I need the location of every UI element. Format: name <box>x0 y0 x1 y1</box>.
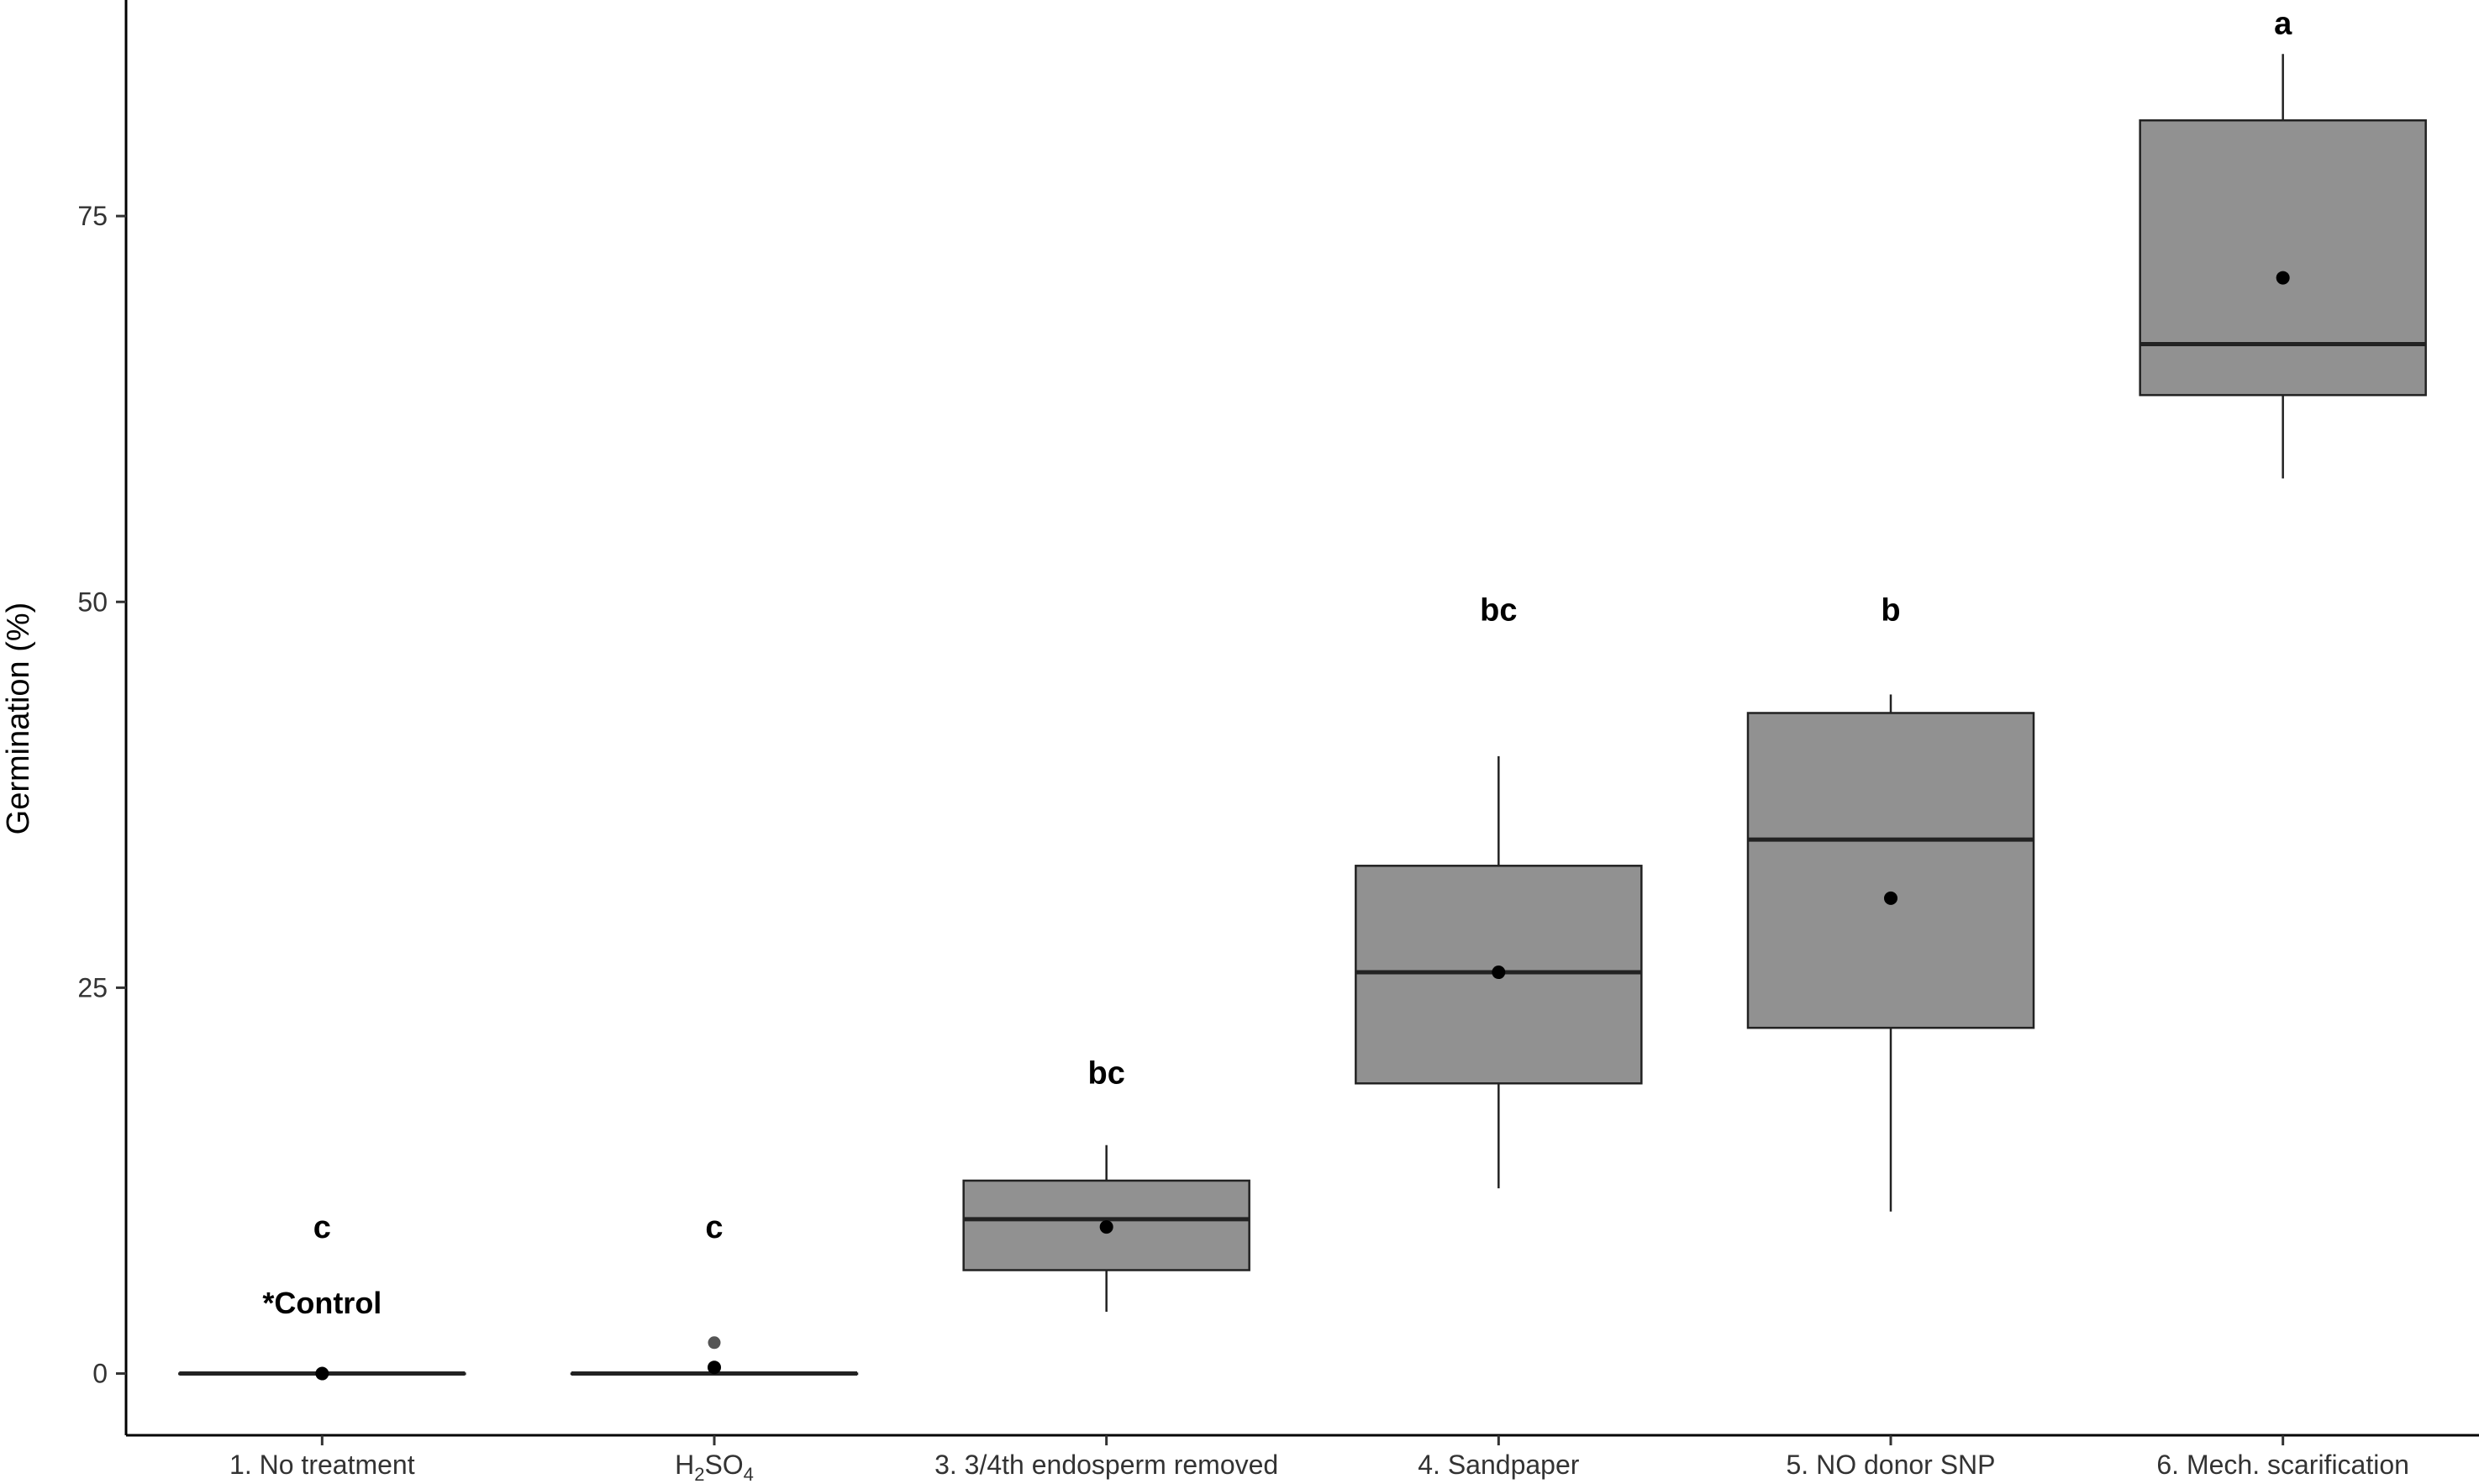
x-tick-label-3: 3. 3/4th endosperm removed <box>934 1450 1278 1480</box>
control-note: *Control <box>262 1286 382 1320</box>
significance-letter: bc <box>1087 1055 1124 1091</box>
h2so4-label-sub2: 4 <box>744 1464 754 1484</box>
significance-letter: bc <box>1480 592 1517 628</box>
h2so4-label-sub1: 2 <box>694 1464 704 1484</box>
iqr-box <box>2139 119 2427 397</box>
x-tick-label-5: 5. NO donor SNP <box>1787 1450 1996 1480</box>
significance-letter: b <box>1881 592 1900 628</box>
mean-point <box>1492 966 1506 980</box>
y-tick-label-0: 0 <box>92 1359 108 1389</box>
box-group-3: bc <box>962 1055 1250 1313</box>
x-tick-label-2: H2SO4 <box>675 1450 754 1484</box>
significance-letter: c <box>705 1210 723 1245</box>
mean-point <box>708 1360 721 1375</box>
x-tick-label-1: 1. No treatment <box>229 1450 415 1480</box>
mean-point <box>1884 891 1897 905</box>
significance-letter: c <box>313 1210 331 1245</box>
outlier-point-0 <box>708 1336 721 1350</box>
axes: 0 25 50 75 1. No treatment H2SO4 3. 3/4th endo… <box>77 0 2479 1484</box>
y-tick-label-25: 25 <box>77 972 108 1002</box>
box-group-2: c <box>570 1210 859 1376</box>
h2so4-label-pre: H <box>675 1450 694 1480</box>
mean-point <box>315 1366 329 1381</box>
mean-point <box>1099 1220 1113 1234</box>
x-tick-label-6: 6. Mech. scarification <box>2156 1450 2409 1480</box>
y-axis-title: Germination (%) <box>1 603 36 835</box>
iqr-box <box>1746 712 2035 1029</box>
significance-letter: a <box>2274 7 2292 42</box>
x-tick-label-4: 4. Sandpaper <box>1418 1450 1580 1480</box>
y-tick-label-75: 75 <box>77 201 108 231</box>
plot-area: c *Control c bc bc b a <box>178 7 2427 1381</box>
box-group-5: b <box>1746 592 2035 1212</box>
h2so4-label-mid: SO <box>704 1450 743 1480</box>
mean-point <box>2276 271 2290 285</box>
box-group-4: bc <box>1355 592 1643 1189</box>
box-group-1: c *Control <box>178 1210 466 1381</box>
y-tick-label-50: 50 <box>77 587 108 617</box>
box-group-6: a <box>2139 7 2427 479</box>
